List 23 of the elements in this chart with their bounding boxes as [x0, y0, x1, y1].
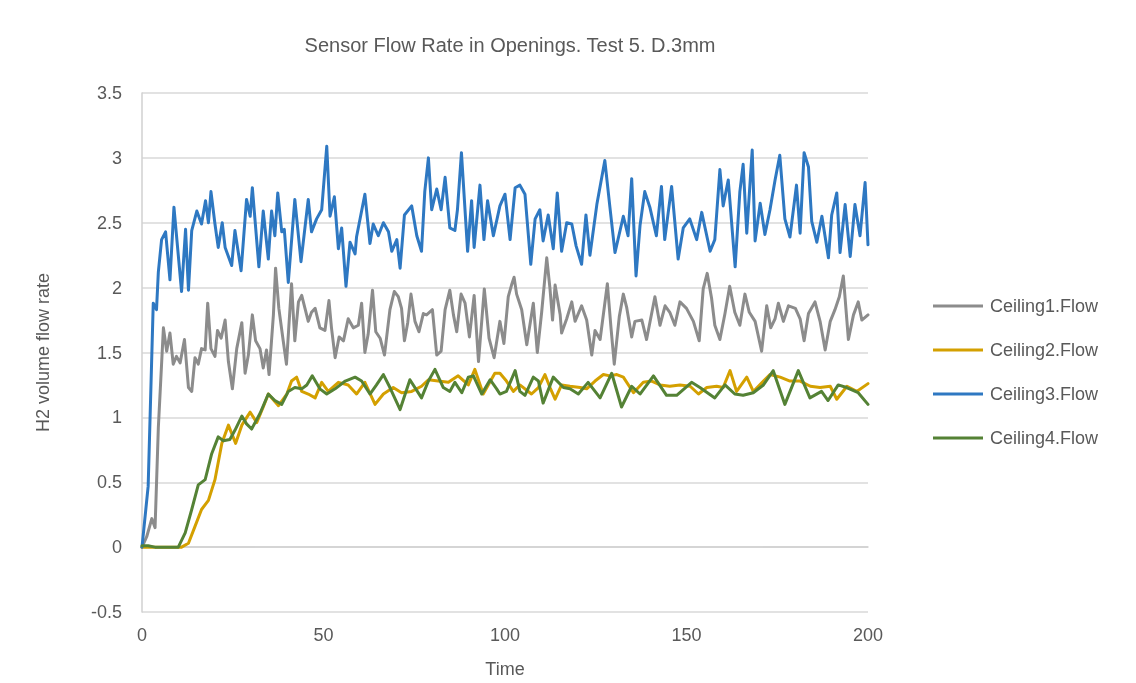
line-series	[140, 144, 870, 549]
legend-label: Ceiling3.Flow	[990, 384, 1100, 404]
x-tick-label: 100	[489, 625, 521, 645]
y-tick-label: 2.5	[96, 212, 122, 233]
y-tick-label: 1	[111, 407, 122, 428]
x-tick-label: 150	[671, 625, 702, 645]
x-tick-label: 50	[313, 625, 334, 645]
legend-label: Ceiling2.Flow	[990, 340, 1100, 360]
x-tick-label: 200	[852, 625, 884, 645]
y-tick-label: 2	[111, 277, 122, 298]
line-series	[140, 256, 870, 549]
y-tick-label: -0.5	[90, 602, 122, 622]
chart-title: Sensor Flow Rate in Openings. Test 5. D.3mm	[304, 34, 716, 56]
legend-label: Ceiling4.Flow	[990, 428, 1100, 448]
y-tick-label: 3	[111, 147, 122, 168]
y-tick-label: 3.5	[96, 83, 122, 103]
legend-label: Ceiling1.Flow	[990, 296, 1100, 316]
x-tick-label: 0	[136, 625, 148, 645]
y-tick-label: 0	[111, 537, 122, 558]
x-axis-title: Time	[485, 659, 525, 679]
y-axis-title: H2 volume flow rate	[33, 272, 53, 433]
y-tick-label: 0.5	[96, 472, 122, 493]
y-tick-label: 1.5	[96, 342, 122, 363]
